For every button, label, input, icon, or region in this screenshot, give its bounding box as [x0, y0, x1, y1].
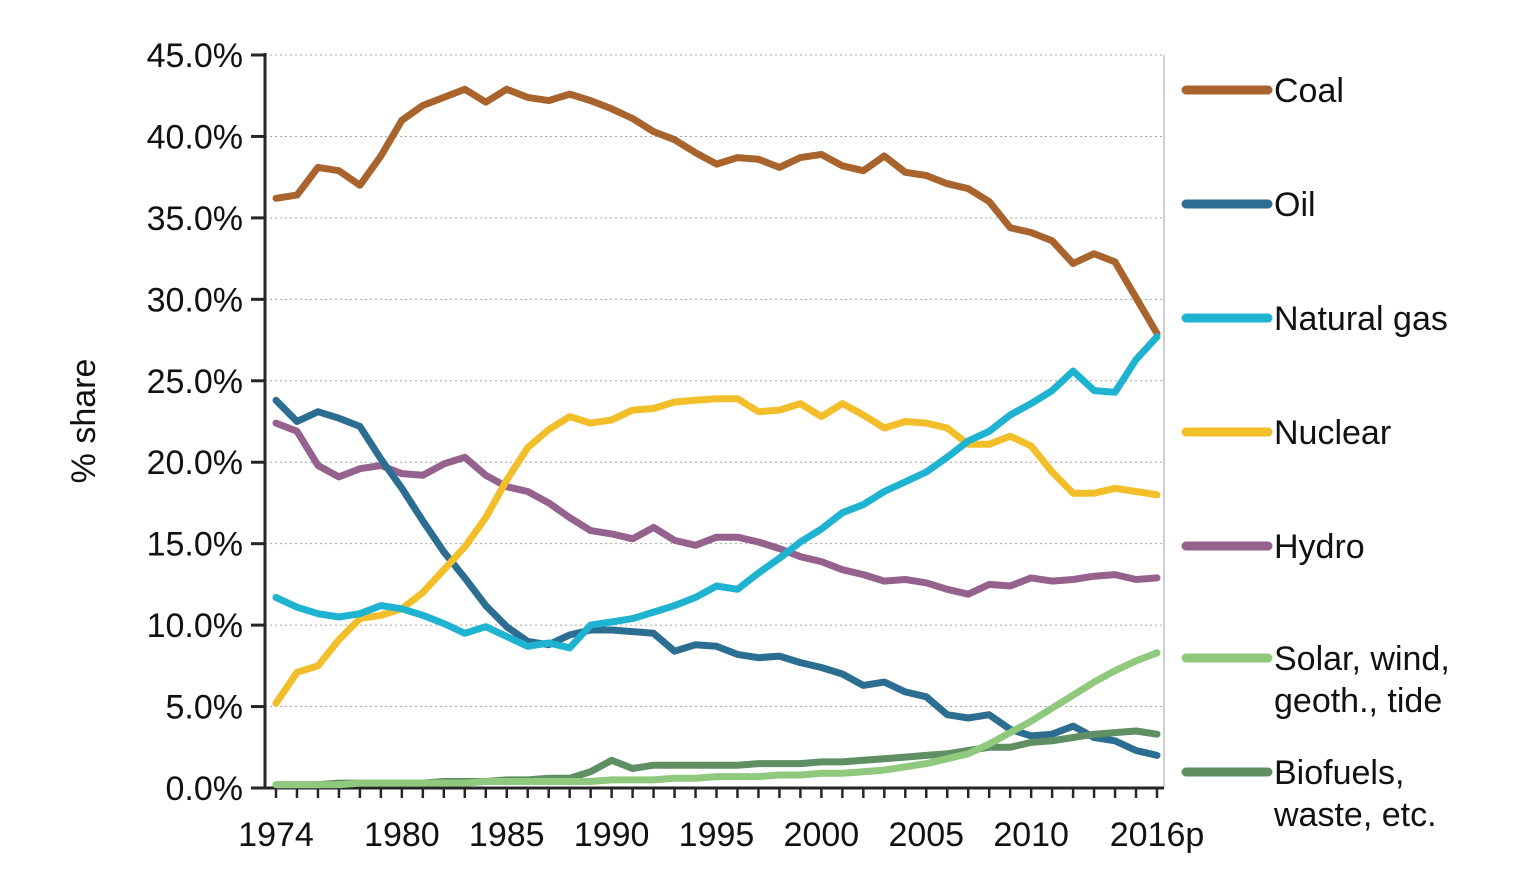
- legend-label: Oil: [1274, 186, 1316, 224]
- series-line-nuclear: [272, 395, 1161, 707]
- y-tick-label: 15.0%: [147, 526, 243, 564]
- x-tick-label: 2010: [993, 816, 1069, 854]
- series-line-natural-gas: [272, 333, 1161, 652]
- series-line-coal: [272, 85, 1161, 337]
- y-tick-label: 40.0%: [147, 118, 243, 156]
- legend-label: Natural gas: [1274, 300, 1448, 338]
- y-tick-label: 0.0%: [166, 770, 244, 808]
- legend-label: geoth., tide: [1274, 682, 1442, 720]
- legend-label: Biofuels,: [1274, 754, 1404, 792]
- y-tick-label: 45.0%: [147, 37, 243, 75]
- x-tick-label: 1980: [364, 816, 440, 854]
- y-tick-label: 35.0%: [147, 200, 243, 238]
- x-tick-label: 1990: [574, 816, 650, 854]
- x-tick-label: 2000: [784, 816, 860, 854]
- legend-label: Hydro: [1274, 528, 1365, 566]
- x-tick-label: 1985: [469, 816, 545, 854]
- legend-label: Coal: [1274, 72, 1344, 110]
- x-tick-label: 1995: [679, 816, 755, 854]
- y-axis-title: % share: [65, 359, 103, 484]
- x-tick-label: 1974: [238, 816, 314, 854]
- legend-label: waste, etc.: [1273, 796, 1437, 834]
- series-line-hydro: [272, 419, 1161, 598]
- y-tick-label: 20.0%: [147, 444, 243, 482]
- y-tick-label: 10.0%: [147, 607, 243, 645]
- series-line-solar-wind-geoth-tide: [272, 649, 1161, 789]
- x-tick-label: 2005: [888, 816, 964, 854]
- y-tick-label: 5.0%: [166, 689, 244, 727]
- legend-label: Nuclear: [1274, 414, 1391, 452]
- y-tick-label: 25.0%: [147, 363, 243, 401]
- legend-label: Solar, wind,: [1274, 640, 1450, 678]
- x-tick-label: 2016p: [1110, 816, 1205, 854]
- y-tick-label: 30.0%: [147, 281, 243, 319]
